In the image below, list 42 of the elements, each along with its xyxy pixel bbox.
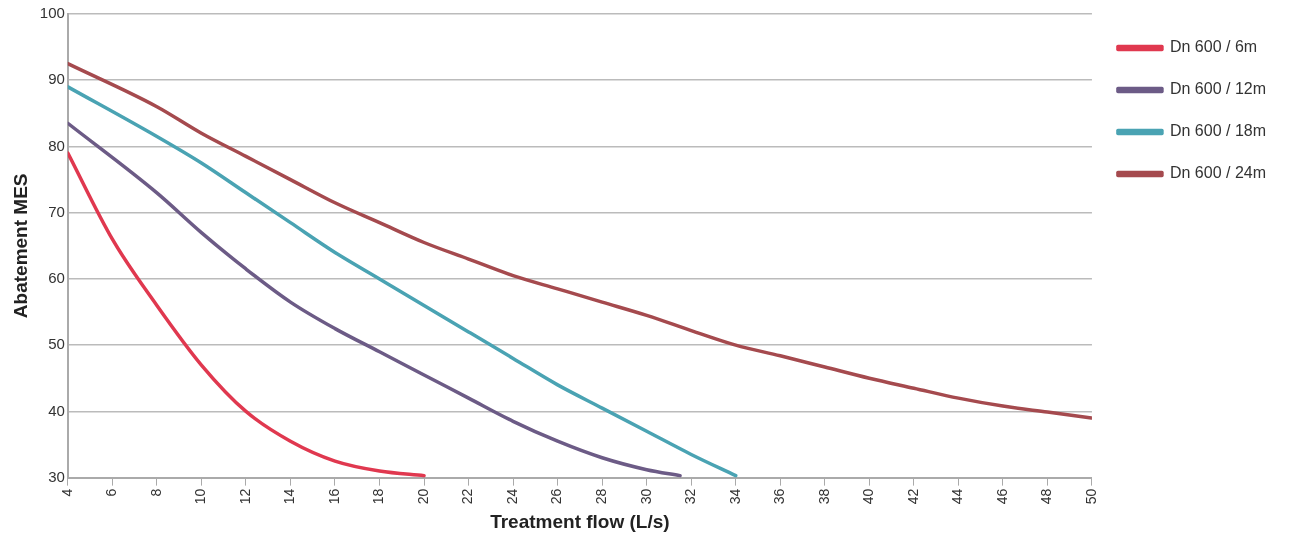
- x-tick-label: 8: [147, 488, 164, 497]
- x-tick-label: 46: [993, 488, 1010, 505]
- y-tick-label: 50: [48, 335, 65, 353]
- y-tick-label: 60: [48, 269, 65, 287]
- y-tick-label: 90: [48, 70, 65, 88]
- x-tick-label: 10: [192, 488, 209, 505]
- legend-label: Dn 600 / 24m: [1169, 164, 1267, 182]
- x-tick-label: 34: [726, 488, 743, 505]
- x-tick-label: 44: [949, 488, 966, 505]
- x-tick-label: 14: [281, 488, 298, 505]
- line-series: [67, 151, 426, 478]
- y-axis-title: Abatement MES: [9, 173, 31, 319]
- legend-label: Dn 600 / 6m: [1169, 38, 1258, 56]
- x-tick-label: 20: [414, 488, 431, 505]
- x-tick-label: 18: [370, 488, 387, 505]
- x-tick-label: 50: [1082, 488, 1099, 505]
- x-tick-label: 32: [682, 488, 699, 505]
- legend-label: Dn 600 / 18m: [1169, 122, 1267, 140]
- y-tick-label: 100: [39, 4, 65, 22]
- legend-label: Dn 600 / 12m: [1169, 80, 1267, 98]
- y-tick-label: 80: [48, 136, 65, 154]
- x-tick-label: 40: [860, 488, 877, 505]
- x-tick-label: 28: [593, 488, 610, 505]
- x-tick-label: 36: [771, 488, 788, 505]
- x-tick-label: 6: [103, 488, 120, 497]
- x-axis-title: Treatment flow (L/s): [490, 510, 670, 532]
- line-series: [67, 61, 1092, 420]
- x-tick-label: 30: [637, 488, 654, 505]
- x-tick-label: 4: [58, 488, 75, 497]
- x-tick-label: 42: [904, 488, 921, 505]
- x-tick-label: 12: [236, 488, 253, 505]
- y-tick-label: 70: [48, 202, 65, 220]
- x-tick-label: 22: [459, 488, 476, 505]
- y-tick-label: 30: [48, 467, 65, 485]
- line-series: [67, 121, 682, 478]
- x-tick-label: 48: [1038, 488, 1055, 505]
- x-tick-label: 38: [815, 488, 832, 505]
- x-tick-label: 24: [503, 488, 520, 505]
- x-tick-label: 16: [325, 488, 342, 505]
- line-series: [67, 85, 738, 478]
- x-tick-label: 26: [548, 488, 565, 505]
- y-tick-label: 40: [48, 401, 65, 419]
